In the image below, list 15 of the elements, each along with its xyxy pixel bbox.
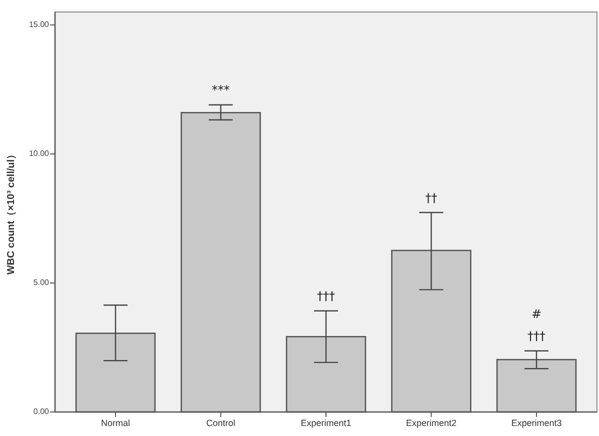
x-tick-label: Experiment2 [406, 418, 457, 428]
annotation: †† [425, 190, 438, 205]
y-tick-label: 5.00 [33, 278, 50, 288]
y-tick-label: 0.00 [33, 407, 50, 416]
annotation: *** [212, 83, 230, 98]
annotation: ††† [317, 289, 335, 304]
x-tick-label: Normal [101, 418, 130, 428]
y-tick-label: 10.00 [28, 149, 50, 158]
x-tick-label: Experiment3 [511, 418, 562, 428]
annotation: ††† [527, 329, 546, 344]
x-tick-label: Control [206, 418, 236, 428]
annotation: # [531, 307, 542, 322]
x-tick-label: Experiment1 [300, 418, 352, 428]
y-axis-title: WBC count（×10³ cell/ul） [6, 149, 17, 275]
y-tick-label: 15.00 [28, 20, 50, 30]
